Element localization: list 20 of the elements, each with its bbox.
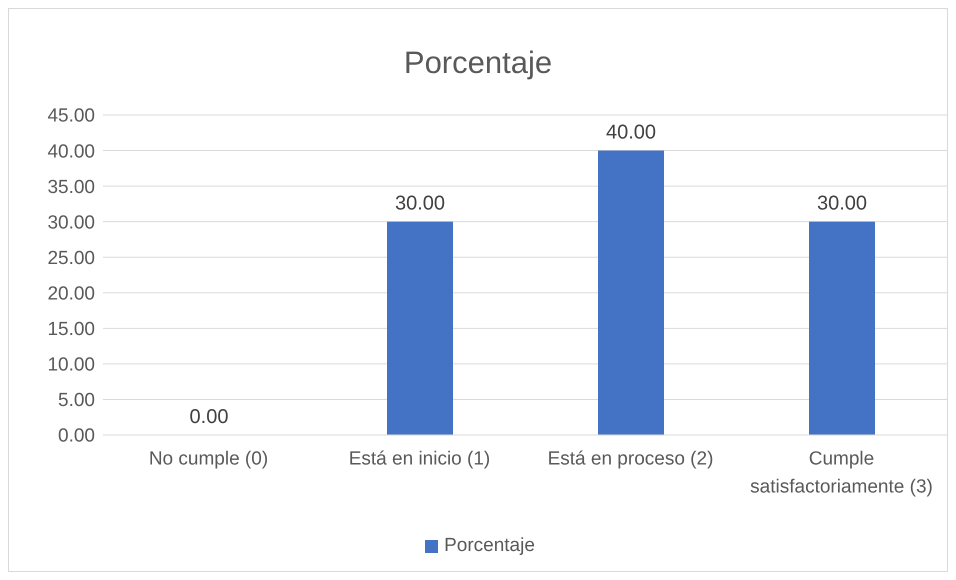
y-tick-label: 5.00 bbox=[58, 390, 95, 412]
y-tick-label: 35.00 bbox=[47, 176, 95, 198]
data-label: 30.00 bbox=[816, 192, 868, 215]
data-label: 0.00 bbox=[190, 406, 228, 428]
y-tick-label: 10.00 bbox=[47, 354, 95, 376]
y-tick-label: 30.00 bbox=[47, 212, 95, 234]
y-tick-label: 25.00 bbox=[47, 248, 95, 269]
y-tick-label: 40.00 bbox=[47, 141, 95, 162]
y-tick-label: 45.00 bbox=[47, 106, 95, 127]
y-tick-label: 0.00 bbox=[58, 426, 95, 447]
x-tick-label: Cumple satisfactoriamente (3) bbox=[750, 448, 933, 498]
data-label: 40.00 bbox=[606, 122, 656, 144]
chart-title: Porcentaje bbox=[402, 45, 554, 82]
data-label: 30.00 bbox=[394, 192, 446, 215]
x-tick-label: No cumple (0) bbox=[148, 448, 268, 470]
y-tick-label: 15.00 bbox=[47, 319, 95, 340]
legend-label: Porcentaje bbox=[443, 535, 535, 557]
x-tick-label: Está en inicio (1) bbox=[348, 448, 490, 470]
y-tick-label: 20.00 bbox=[47, 284, 95, 305]
x-tick-label: Está en proceso (2) bbox=[548, 448, 714, 470]
